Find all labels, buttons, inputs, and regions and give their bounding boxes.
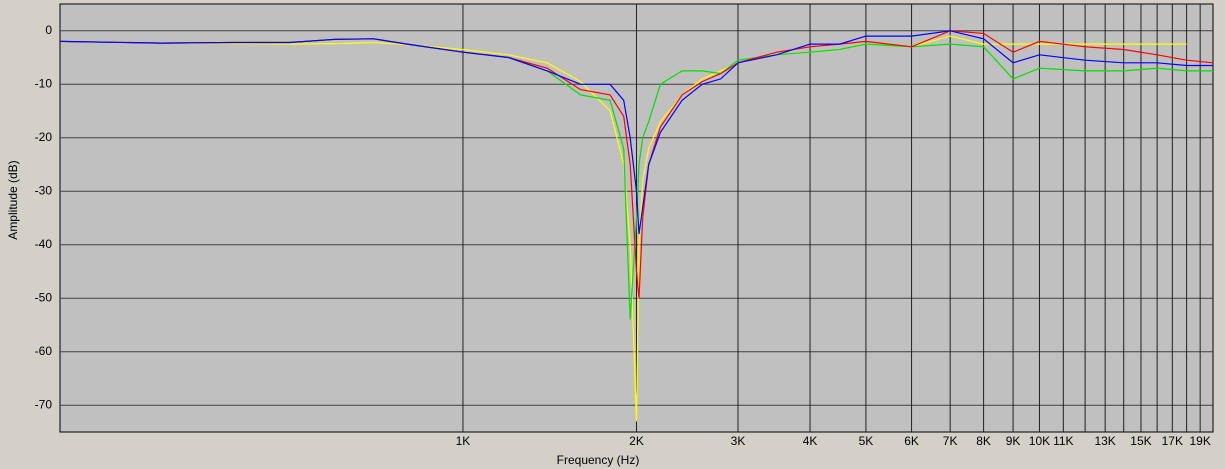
x-axis-title: Frequency (Hz) <box>557 453 640 467</box>
x-tick-label: 9K <box>1006 434 1021 448</box>
y-tick-label: -20 <box>35 130 53 144</box>
y-tick-label: -30 <box>35 183 53 197</box>
x-tick-label: 10K <box>1029 434 1050 448</box>
y-tick-label: 0 <box>45 23 52 37</box>
series-line <box>59 35 1187 422</box>
x-tick-label: 5K <box>859 434 874 448</box>
y-tick-label: -50 <box>35 290 53 304</box>
y-tick-label: -10 <box>35 76 53 90</box>
x-tick-label: 7K <box>943 434 958 448</box>
series-line <box>59 30 1213 235</box>
x-tick-label: 13K <box>1094 434 1115 448</box>
x-tick-label: 3K <box>731 434 746 448</box>
x-tick-label: 19K <box>1189 434 1210 448</box>
y-axis-title: Amplitude (dB) <box>6 160 20 239</box>
y-tick-label: -60 <box>35 344 53 358</box>
x-tick-label: 11K <box>1053 434 1073 448</box>
x-tick-label: 2K <box>629 434 644 448</box>
y-tick-label: -70 <box>35 397 53 411</box>
y-tick-label: -40 <box>35 237 53 251</box>
x-tick-label: 8K <box>976 434 991 448</box>
x-tick-label: 4K <box>803 434 818 448</box>
x-tick-label: 1K <box>456 434 471 448</box>
x-tick-label: 6K <box>904 434 919 448</box>
x-tick-label: 15K <box>1130 434 1151 448</box>
x-tick-label: 17K <box>1162 434 1183 448</box>
